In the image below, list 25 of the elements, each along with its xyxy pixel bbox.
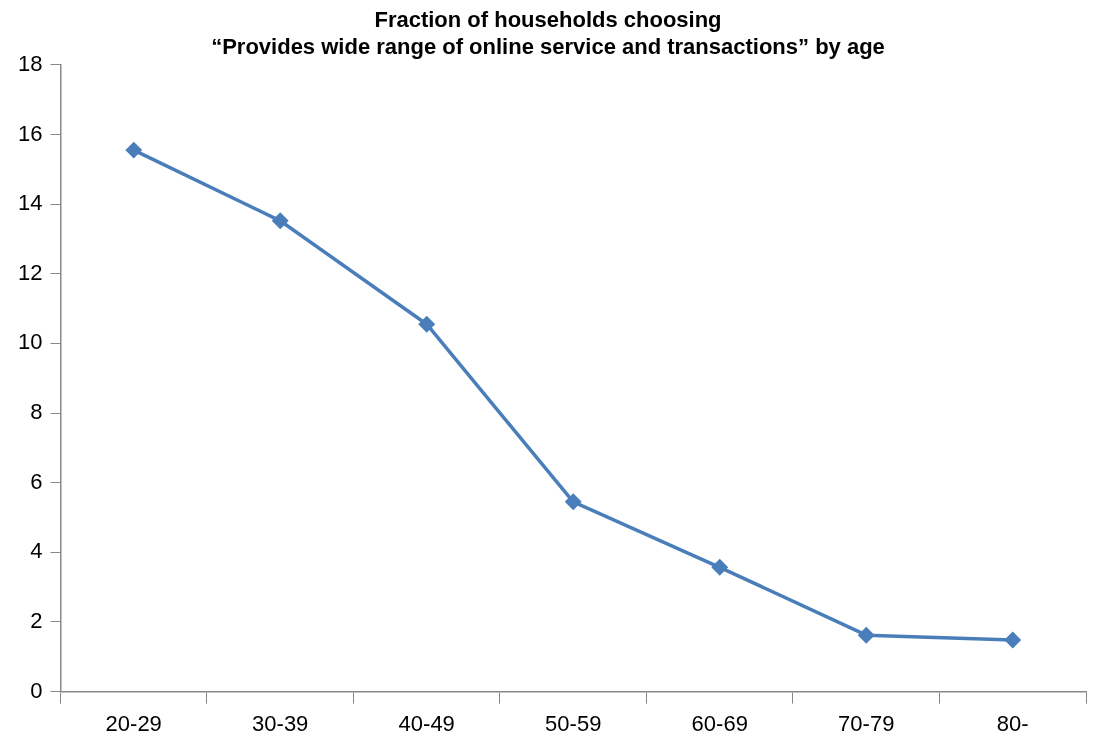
y-tick-label: 14 [17, 190, 43, 216]
point [711, 559, 728, 576]
y-tick-label: 12 [17, 259, 43, 285]
y-tick-label: 16 [17, 120, 43, 146]
x-tick-label: 60-69 [691, 710, 748, 736]
x-tick-label: 40-49 [398, 710, 455, 736]
point [125, 142, 142, 158]
x-tick-label: 20-29 [105, 710, 162, 736]
x-tick-label: 30-39 [252, 710, 309, 736]
point [858, 627, 874, 643]
chart-title: Fraction of households choosing “Provides wide range of online service and transactions” by age [211, 7, 885, 59]
x-tick-label: 50-59 [545, 710, 602, 736]
y-tick-label: 10 [17, 329, 43, 355]
point [272, 213, 288, 229]
point [565, 494, 581, 510]
point [418, 316, 435, 332]
y-tick-label: 8 [30, 399, 43, 425]
y-tick-label: 6 [30, 468, 43, 494]
y-tick-label: 0 [30, 677, 43, 703]
x-tick-label: 70-79 [838, 710, 895, 736]
y-tick-label: 4 [30, 538, 43, 564]
y-tick-label: 2 [30, 608, 43, 634]
point [1005, 632, 1021, 648]
y-tick-label: 18 [17, 50, 43, 76]
x-tick-label: 80- [996, 710, 1029, 736]
